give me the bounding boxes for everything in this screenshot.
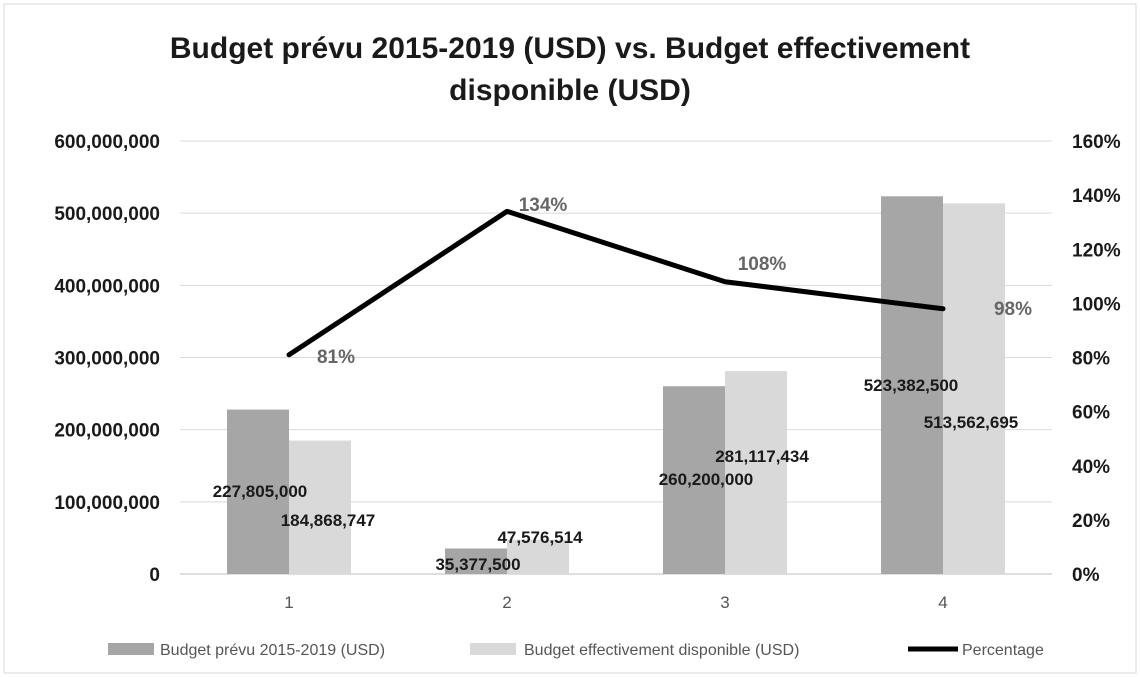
legend-swatch-series1 (108, 643, 154, 655)
right-axis-tick-label: 100% (1072, 294, 1121, 315)
x-axis-tick-label: 3 (720, 593, 729, 612)
legend: Budget prévu 2015-2019 (USD) Budget effec… (108, 642, 1044, 659)
left-axis-tick-label: 200,000,000 (54, 421, 160, 442)
x-axis-ticks: 1 2 3 4 (284, 593, 947, 612)
left-axis-tick-label: 600,000,000 (54, 132, 160, 153)
bar-series2-cat1 (289, 440, 351, 574)
right-axis-tick-label: 20% (1072, 511, 1110, 532)
bar-label-series2: 513,562,695 (924, 413, 1019, 432)
line-series (286, 208, 946, 358)
percentage-label: 98% (994, 299, 1032, 320)
legend-label-series2: Budget effectivement disponible (USD) (524, 642, 799, 659)
bar-label-series1: 523,382,500 (864, 376, 959, 395)
right-axis-tick-label: 80% (1072, 349, 1110, 370)
percentage-label: 81% (317, 347, 355, 368)
left-axis-tick-label: 100,000,000 (54, 493, 160, 514)
x-axis-tick-label: 4 (938, 593, 947, 612)
bar-label-series2: 184,868,747 (281, 511, 376, 530)
percentage-label: 134% (519, 195, 568, 216)
legend-label-series1: Budget prévu 2015-2019 (USD) (160, 642, 385, 659)
right-axis-tick-label: 0% (1072, 565, 1100, 586)
chart-title-line-2: disponible (USD) (449, 74, 691, 107)
bar-series1-cat3 (663, 386, 725, 574)
chart-title-line-1: Budget prévu 2015-2019 (USD) vs. Budget … (170, 32, 970, 65)
left-axis-ticks: 0 100,000,000 200,000,000 300,000,000 400,00… (54, 132, 160, 586)
bar-label-series2: 47,576,514 (497, 528, 583, 547)
percentage-line (286, 208, 946, 358)
legend-swatch-series2 (470, 643, 516, 655)
bar-label-series1: 35,377,500 (435, 555, 520, 574)
right-axis-tick-label: 120% (1072, 240, 1121, 261)
left-axis-tick-label: 500,000,000 (54, 204, 160, 225)
right-axis-ticks: 0% 20% 40% 60% 80% 100% 120% 140% 160% (1072, 132, 1121, 586)
bar-label-series1: 227,805,000 (213, 482, 308, 501)
bar-series1-cat2 (445, 548, 507, 574)
x-axis-tick-label: 1 (284, 593, 293, 612)
bar-label-series2: 281,117,434 (715, 447, 809, 466)
bar-series1-cat1 (227, 409, 289, 574)
percentage-label: 108% (738, 254, 787, 275)
bar-label-series1: 260,200,000 (659, 470, 754, 489)
right-axis-tick-label: 40% (1072, 457, 1110, 478)
left-axis-tick-label: 0 (149, 565, 160, 586)
bar-series2-cat2 (507, 539, 569, 574)
left-axis-tick-label: 300,000,000 (54, 349, 160, 370)
bar-series (227, 196, 1005, 575)
left-axis-tick-label: 400,000,000 (54, 276, 160, 297)
right-axis-tick-label: 60% (1072, 403, 1110, 424)
chart-title-group: Budget prévu 2015-2019 (USD) vs. Budget … (170, 32, 970, 107)
bar-series2-cat4 (943, 203, 1005, 575)
right-axis-tick-label: 140% (1072, 186, 1121, 207)
legend-label-percentage: Percentage (962, 642, 1044, 659)
x-axis-tick-label: 2 (502, 593, 511, 612)
bar-series2-cat3 (725, 371, 787, 574)
data-labels: 227,805,000 35,377,500 260,200,000 523,382,… (213, 195, 1032, 574)
bar-series1-cat4 (881, 196, 943, 574)
right-axis-tick-label: 160% (1072, 132, 1121, 153)
